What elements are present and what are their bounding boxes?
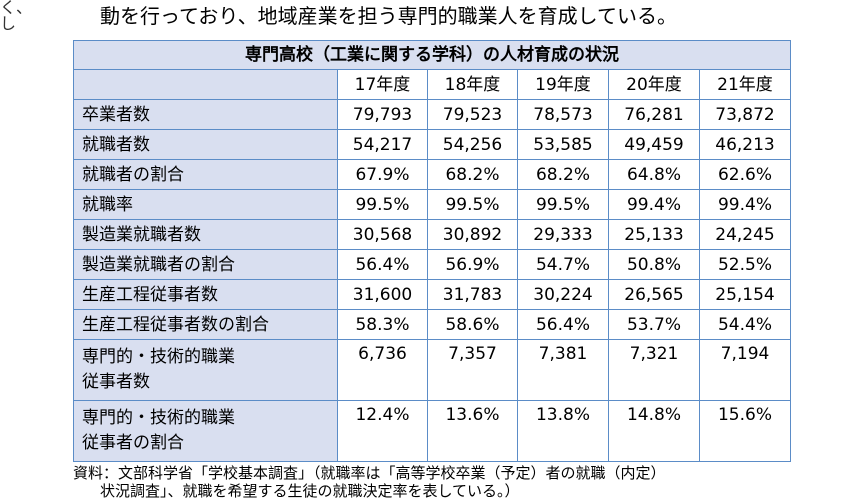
value-cell: 53,585 [517, 129, 609, 160]
left-edge-fragment: く、 し [0, 0, 28, 40]
row-label-line: 生産工程従事者数 [82, 284, 218, 305]
table-row: 生産工程従事者数の割合 58.3% 58.6% 56.4% 53.7% 54.4% [73, 309, 791, 340]
value-cell: 50.8% [608, 249, 700, 280]
table-body: 卒業者数 79,793 79,523 78,573 76,281 73,872 就職者数 54… [73, 99, 791, 462]
value-cell: 26,565 [608, 279, 700, 310]
value-cell: 58.3% [337, 309, 428, 340]
table-row: 製造業就職者数 30,568 30,892 29,333 25,133 24,245 [73, 219, 791, 250]
value-cell: 14.8% [608, 400, 700, 462]
table-row: 生産工程従事者数 31,600 31,783 30,224 26,565 25,154 [73, 279, 791, 310]
table-row: 専門的・技術的職業 従事者数 6,736 7,357 7,381 7,321 7,194 [73, 339, 791, 401]
row-label: 生産工程従事者数の割合 [73, 309, 338, 340]
value-cell: 13.6% [427, 400, 518, 462]
value-cell: 68.2% [427, 159, 518, 190]
year-header-19: 19年度 [517, 69, 609, 100]
row-label-line: 従事者の割合 [82, 433, 184, 453]
row-label-line: 製造業就職者数 [82, 224, 201, 245]
row-label: 生産工程従事者数 [73, 279, 338, 310]
row-label: 製造業就職者の割合 [73, 249, 338, 280]
table-row: 就職者数 54,217 54,256 53,585 49,459 46,213 [73, 129, 791, 160]
table-row: 就職率 99.5% 99.5% 99.5% 99.4% 99.4% [73, 189, 791, 220]
table-row: 専門的・技術的職業 従事者の割合 12.4% 13.6% 13.8% 14.8% 15.6% [73, 400, 791, 462]
value-cell: 62.6% [699, 159, 791, 190]
left-edge-fragment-line-2: し [0, 14, 17, 33]
year-header-20: 20年度 [608, 69, 700, 100]
value-cell: 13.8% [517, 400, 609, 462]
value-cell: 7,357 [427, 339, 518, 401]
row-label: 卒業者数 [73, 99, 338, 130]
value-cell: 53.7% [608, 309, 700, 340]
value-cell: 99.5% [337, 189, 428, 220]
value-cell: 99.5% [427, 189, 518, 220]
value-cell: 7,381 [517, 339, 609, 401]
source-note-continued: 状況調査」、就職を希望する生徒の就職決定率を表している。） [100, 482, 520, 500]
year-header-21: 21年度 [699, 69, 791, 100]
value-cell: 64.8% [608, 159, 700, 190]
value-cell: 56.9% [427, 249, 518, 280]
intro-paragraph: 動を行っており、地域産業を担う専門的職業人を育成している。 [100, 4, 677, 28]
header-corner-cell [73, 69, 338, 100]
row-label: 専門的・技術的職業 従事者数 [73, 339, 338, 401]
row-label: 専門的・技術的職業 従事者の割合 [73, 400, 338, 462]
value-cell: 54.7% [517, 249, 609, 280]
value-cell: 7,194 [699, 339, 791, 401]
value-cell: 54,217 [337, 129, 428, 160]
value-cell: 30,892 [427, 219, 518, 250]
row-label-line: 製造業就職者の割合 [82, 254, 235, 275]
value-cell: 67.9% [337, 159, 428, 190]
value-cell: 49,459 [608, 129, 700, 160]
row-label: 就職率 [73, 189, 338, 220]
year-header-18: 18年度 [427, 69, 518, 100]
value-cell: 54.4% [699, 309, 791, 340]
value-cell: 30,568 [337, 219, 428, 250]
row-label: 就職者の割合 [73, 159, 338, 190]
value-cell: 25,133 [608, 219, 700, 250]
value-cell: 99.4% [608, 189, 700, 220]
table-row: 卒業者数 79,793 79,523 78,573 76,281 73,872 [73, 99, 791, 130]
value-cell: 68.2% [517, 159, 609, 190]
value-cell: 46,213 [699, 129, 791, 160]
row-label-line: 卒業者数 [82, 104, 150, 125]
value-cell: 79,793 [337, 99, 428, 130]
row-label-line: 従事者数 [82, 372, 150, 392]
value-cell: 24,245 [699, 219, 791, 250]
value-cell: 31,783 [427, 279, 518, 310]
row-label: 就職者数 [73, 129, 338, 160]
row-label: 製造業就職者数 [73, 219, 338, 250]
value-cell: 99.5% [517, 189, 609, 220]
value-cell: 79,523 [427, 99, 518, 130]
value-cell: 52.5% [699, 249, 791, 280]
source-note: 資料：文部科学省「学校基本調査」（就職率は「高等学校卒業（予定）者の就職（内定） [73, 464, 666, 482]
value-cell: 54,256 [427, 129, 518, 160]
value-cell: 56.4% [517, 309, 609, 340]
row-label-line: 就職者数 [82, 134, 150, 155]
row-label-line: 専門的・技術的職業 [82, 408, 235, 428]
value-cell: 25,154 [699, 279, 791, 310]
value-cell: 31,600 [337, 279, 428, 310]
value-cell: 7,321 [608, 339, 700, 401]
value-cell: 56.4% [337, 249, 428, 280]
table-row: 就職者の割合 67.9% 68.2% 68.2% 64.8% 62.6% [73, 159, 791, 190]
value-cell: 29,333 [517, 219, 609, 250]
talent-development-table: 専門高校（工業に関する学科）の人材育成の状況 17年度 18年度 19年度 20… [73, 40, 791, 462]
value-cell: 99.4% [699, 189, 791, 220]
row-label-line: 就職率 [82, 194, 133, 215]
value-cell: 78,573 [517, 99, 609, 130]
year-header-row: 17年度 18年度 19年度 20年度 21年度 [73, 69, 791, 100]
row-label-line: 就職者の割合 [82, 164, 184, 185]
value-cell: 15.6% [699, 400, 791, 462]
left-edge-fragment-line-1: く、 [0, 0, 28, 17]
value-cell: 30,224 [517, 279, 609, 310]
row-label-line: 生産工程従事者数の割合 [82, 314, 269, 335]
year-header-17: 17年度 [337, 69, 428, 100]
value-cell: 76,281 [608, 99, 700, 130]
value-cell: 12.4% [337, 400, 428, 462]
table-title: 専門高校（工業に関する学科）の人材育成の状況 [73, 40, 791, 70]
value-cell: 6,736 [337, 339, 428, 401]
table-row: 製造業就職者の割合 56.4% 56.9% 54.7% 50.8% 52.5% [73, 249, 791, 280]
value-cell: 73,872 [699, 99, 791, 130]
row-label-line: 専門的・技術的職業 [82, 347, 235, 367]
value-cell: 58.6% [427, 309, 518, 340]
